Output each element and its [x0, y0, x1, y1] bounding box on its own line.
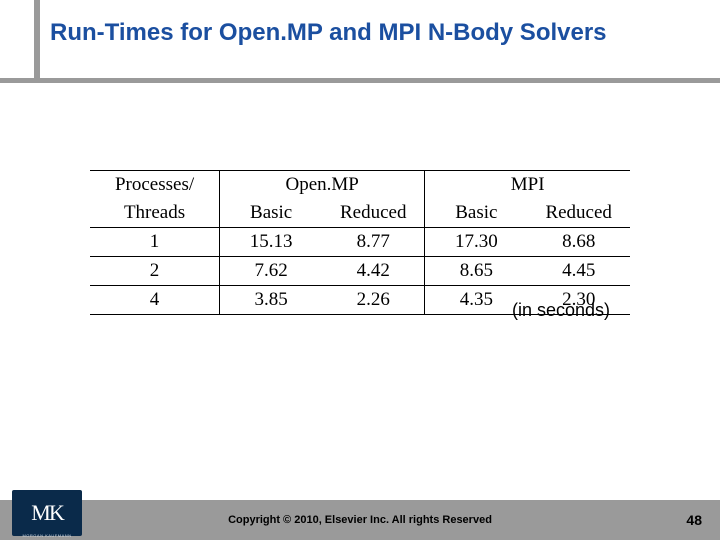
cell-value: 7.62 — [220, 257, 323, 286]
col-header-processes-line1: Processes/ — [90, 171, 220, 200]
cell-value: 4.45 — [527, 257, 630, 286]
col-sub-basic-openmp: Basic — [220, 199, 323, 228]
cell-value: 4.42 — [322, 257, 425, 286]
publisher-logo: MK — [12, 490, 82, 536]
slide-title: Run-Times for Open.MP and MPI N-Body Sol… — [50, 18, 650, 48]
runtimes-table-container: Processes/ Open.MP MPI Threads Basic Red… — [90, 170, 630, 315]
cell-value: 15.13 — [220, 228, 323, 257]
units-caption: (in seconds) — [512, 300, 610, 321]
decor-vertical-bar — [34, 0, 40, 82]
runtimes-table: Processes/ Open.MP MPI Threads Basic Red… — [90, 170, 630, 315]
cell-proc: 1 — [90, 228, 220, 257]
col-group-mpi: MPI — [425, 171, 630, 200]
cell-proc: 4 — [90, 286, 220, 315]
cell-value: 17.30 — [425, 228, 528, 257]
cell-value: 8.68 — [527, 228, 630, 257]
publisher-logo-subtext: MORGAN KAUFMANN — [12, 533, 82, 538]
col-header-processes-line2: Threads — [90, 199, 220, 228]
page-number: 48 — [686, 512, 702, 528]
slide: Run-Times for Open.MP and MPI N-Body Sol… — [0, 0, 720, 540]
cell-value: 3.85 — [220, 286, 323, 315]
cell-value: 2.26 — [322, 286, 425, 315]
copyright-text: Copyright © 2010, Elsevier Inc. All righ… — [0, 514, 720, 526]
col-sub-reduced-mpi: Reduced — [527, 199, 630, 228]
col-sub-reduced-openmp: Reduced — [322, 199, 425, 228]
col-sub-basic-mpi: Basic — [425, 199, 528, 228]
cell-value: 8.77 — [322, 228, 425, 257]
decor-horizontal-rule — [0, 78, 720, 83]
table-row: 1 15.13 8.77 17.30 8.68 — [90, 228, 630, 257]
table-row: 2 7.62 4.42 8.65 4.45 — [90, 257, 630, 286]
cell-proc: 2 — [90, 257, 220, 286]
cell-value: 8.65 — [425, 257, 528, 286]
col-group-openmp: Open.MP — [220, 171, 425, 200]
